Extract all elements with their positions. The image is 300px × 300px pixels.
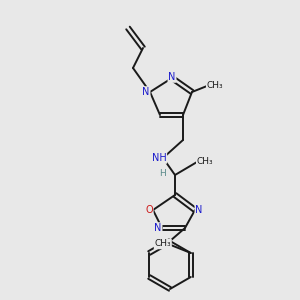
Text: N: N (168, 72, 176, 82)
Text: CH₃: CH₃ (197, 157, 213, 166)
Text: N: N (195, 205, 203, 215)
Text: CH₃: CH₃ (207, 80, 223, 89)
Text: O: O (145, 205, 153, 215)
Text: CH₃: CH₃ (154, 239, 171, 248)
Text: N: N (142, 87, 150, 97)
Text: N: N (154, 223, 162, 233)
Text: NH: NH (152, 153, 166, 163)
Text: H: H (159, 169, 165, 178)
